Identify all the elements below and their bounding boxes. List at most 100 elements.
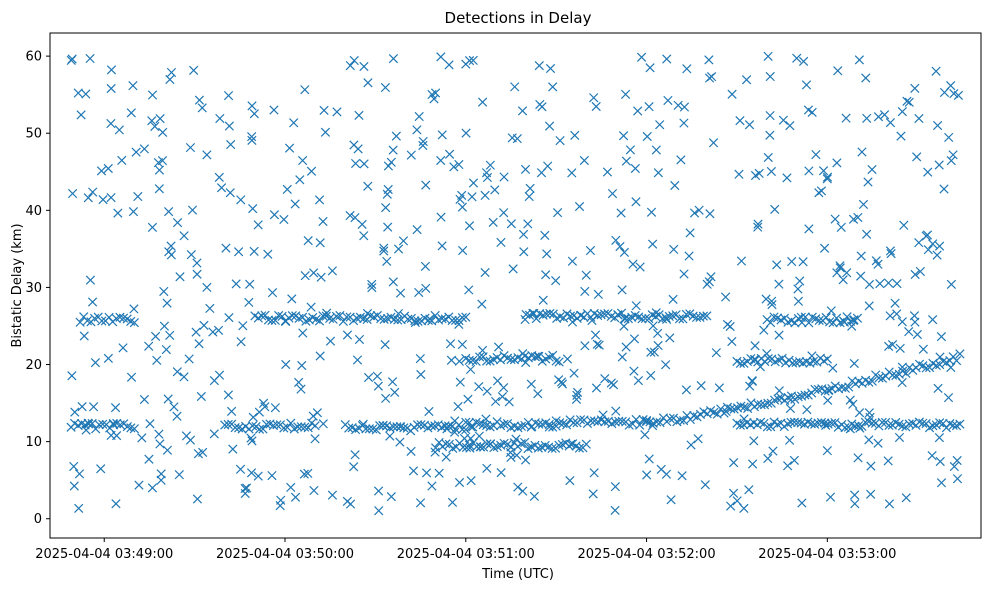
detection-marker-467	[765, 71, 775, 82]
detection-marker-1126	[623, 313, 633, 324]
detection-marker-975	[816, 417, 827, 428]
detection-marker-425	[246, 468, 257, 478]
detection-marker-364	[896, 131, 906, 141]
detection-marker-684	[789, 455, 799, 465]
detection-marker-859	[652, 417, 662, 427]
detection-marker-338	[952, 474, 963, 484]
detection-marker-350	[388, 145, 398, 155]
detection-marker-1176	[852, 313, 863, 323]
detection-marker-709	[290, 199, 300, 209]
detection-marker-377	[811, 149, 821, 160]
detection-marker-1244	[475, 442, 485, 452]
detection-marker-170	[416, 369, 426, 380]
detection-marker-1246	[482, 439, 492, 449]
detection-marker-476	[318, 216, 328, 227]
detection-marker-640	[526, 379, 536, 389]
detection-marker-39	[510, 82, 520, 92]
detection-marker-1160	[797, 317, 807, 328]
detection-marker-477	[418, 136, 428, 147]
detection-marker-995	[884, 420, 894, 431]
detection-marker-643	[759, 325, 769, 335]
y-tick-label-2: 20	[25, 358, 42, 373]
detection-marker-1092	[450, 315, 461, 325]
detection-marker-379	[798, 257, 808, 267]
detection-marker-339	[154, 165, 165, 175]
detection-marker-614	[496, 237, 506, 248]
detection-marker-25	[306, 166, 317, 176]
detection-marker-672	[745, 381, 755, 391]
detection-marker-948	[951, 355, 962, 366]
detection-marker-642	[589, 93, 599, 103]
detection-marker-1070	[376, 314, 386, 324]
detection-marker-558	[696, 381, 706, 391]
detection-marker-158	[778, 115, 789, 125]
detection-marker-342	[619, 247, 630, 258]
detection-marker-179	[482, 172, 493, 183]
detection-marker-99	[682, 64, 692, 74]
detection-marker-9	[591, 383, 602, 393]
detection-marker-355	[354, 334, 365, 345]
detection-marker-356	[542, 249, 552, 259]
detection-marker-492	[150, 331, 161, 342]
detection-marker-120	[461, 128, 471, 138]
detection-marker-181	[436, 52, 446, 62]
detection-marker-762	[300, 422, 310, 432]
detection-marker-582	[166, 241, 176, 251]
detection-marker-502	[536, 168, 547, 178]
detection-marker-374	[897, 107, 907, 117]
detection-marker-357	[345, 499, 356, 509]
detection-marker-269	[320, 127, 331, 137]
detection-marker-413	[224, 121, 234, 131]
detection-marker-234	[625, 145, 636, 155]
detection-marker-737	[126, 423, 136, 433]
detection-marker-1008	[928, 421, 938, 431]
detection-marker-570	[540, 230, 550, 241]
detection-marker-171	[770, 204, 780, 214]
detection-marker-72	[850, 490, 860, 500]
detection-marker-703	[131, 147, 141, 157]
detection-marker-105	[895, 343, 905, 353]
detection-marker-999	[897, 421, 908, 431]
detection-marker-302	[936, 478, 947, 488]
y-axis-label: Bistatic Delay (km)	[10, 223, 25, 347]
detection-marker-434	[270, 403, 280, 413]
detection-marker-636	[185, 142, 196, 153]
detection-marker-93	[886, 249, 896, 259]
detection-marker-365	[276, 495, 286, 505]
detection-marker-505	[633, 375, 644, 386]
detection-marker-249	[216, 183, 227, 193]
detection-marker-540	[139, 394, 150, 405]
detection-marker-618	[774, 279, 784, 289]
detection-marker-52	[629, 334, 640, 344]
detection-marker-42	[192, 494, 203, 504]
detection-marker-185	[349, 462, 359, 472]
detection-marker-695	[457, 339, 467, 350]
detection-marker-572	[300, 271, 310, 281]
detection-marker-1067	[365, 311, 376, 321]
detection-marker-645	[642, 131, 652, 142]
plot-background	[50, 33, 981, 538]
detection-marker-1104	[548, 309, 558, 319]
detection-marker-799	[454, 420, 464, 430]
detection-marker-653	[631, 197, 641, 207]
detection-marker-489	[585, 245, 596, 256]
detection-marker-834	[568, 418, 579, 428]
detection-marker-562	[383, 222, 393, 232]
detection-marker-1035	[257, 311, 267, 321]
detection-marker-670	[70, 407, 80, 417]
detection-marker-708	[892, 279, 902, 289]
detection-marker-225	[787, 256, 797, 267]
detection-marker-277	[904, 327, 914, 337]
detection-marker-531	[910, 317, 920, 327]
detection-marker-1029	[118, 313, 129, 323]
detection-marker-1039	[270, 315, 280, 326]
detection-marker-725	[84, 419, 94, 429]
detection-marker-852	[631, 414, 641, 425]
detection-marker-496	[497, 391, 508, 402]
detection-marker-420	[156, 475, 166, 485]
detection-marker-528	[406, 446, 416, 457]
detection-marker-109	[106, 118, 116, 129]
detection-marker-986	[853, 421, 864, 431]
detection-marker-321	[662, 54, 672, 64]
